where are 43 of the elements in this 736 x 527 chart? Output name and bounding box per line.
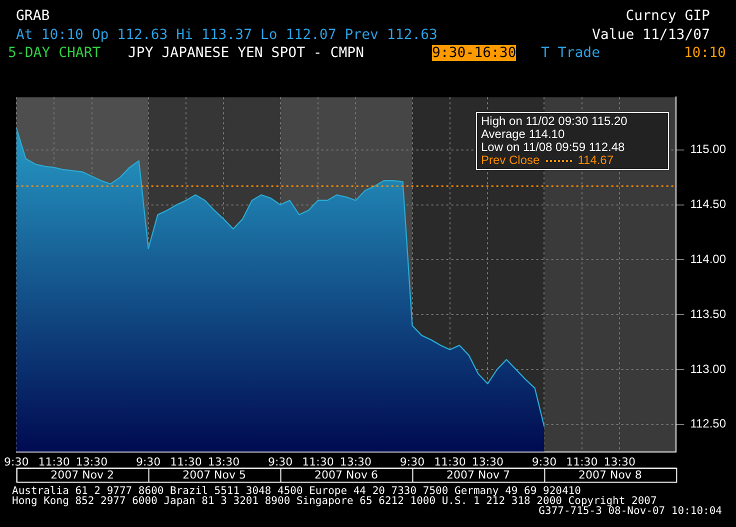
y-tick-label: 115.00 xyxy=(690,142,726,156)
x-tick-label: 9:30 xyxy=(532,455,557,468)
y-tick-label: 114.00 xyxy=(690,252,726,266)
y-tick-label: 114.50 xyxy=(690,197,726,212)
x-tick-label: 9:30 xyxy=(268,455,293,468)
text: 2007 Nov 7 xyxy=(446,468,510,482)
x-tick-label: 13:30 xyxy=(340,455,372,468)
text: Australia 61 2 9777 8600 Brazil 5511 3048 4500 Europe 44 20 7330 7500 Germany 49 69 920410 xyxy=(12,485,581,497)
chart-title: JPY JAPANESE YEN SPOT - CMPN xyxy=(128,45,364,61)
text: 2007 Nov 6 xyxy=(314,468,378,482)
text: Curncy GIP xyxy=(626,8,710,24)
x-tick-label: 11:30 xyxy=(302,455,334,468)
text: Hong Kong 852 2977 6000 Japan 81 3 3201 8900 Singapore 65 6212 1000 U.S. 1 212 318 2000 Copyright 2007 xyxy=(12,495,657,507)
text: 10:10 xyxy=(684,45,726,61)
x-tick-label: 13:30 xyxy=(472,455,504,468)
x-tick-label: 11:30 xyxy=(38,455,70,468)
annotation: Low on 11/08 09:59 112.48 xyxy=(481,140,626,154)
y-tick-label: 112.50 xyxy=(690,416,726,431)
x-tick-label: 11:30 xyxy=(434,455,466,468)
x-tick-label: 13:30 xyxy=(604,455,636,468)
text: T Trade xyxy=(541,45,600,61)
x-tick-label: 11:30 xyxy=(170,455,202,468)
text: Value 11/13/07 xyxy=(592,27,710,43)
x-tick-label: 9:30 xyxy=(4,455,29,468)
legend-label: Prev Close xyxy=(481,153,540,167)
text: G377-715-3 08-Nov-07 10:10:04 xyxy=(538,505,722,517)
y-tick-label: 113.50 xyxy=(690,306,726,321)
x-tick-label: 9:30 xyxy=(136,455,161,468)
annotation: Average 114.10 xyxy=(481,127,566,141)
annotation: High on 11/02 09:30 115.20 xyxy=(481,114,628,128)
x-tick-label: 13:30 xyxy=(76,455,108,468)
chart-subtitle: At 10:10 Op 112.63 Hi 113.37 Lo 112.07 Prev 112.63 xyxy=(16,27,438,43)
text: GRAB xyxy=(16,8,50,24)
x-tick-label: 13:30 xyxy=(208,455,240,468)
text: 2007 Nov 2 xyxy=(50,468,114,482)
text: 9:30-16:30 xyxy=(432,45,516,61)
text: 2007 Nov 8 xyxy=(578,468,642,482)
y-tick-label: 113.00 xyxy=(690,362,726,376)
text: 2007 Nov 5 xyxy=(182,468,246,482)
x-tick-label: 11:30 xyxy=(566,455,598,468)
x-tick-label: 9:30 xyxy=(400,455,425,468)
annotation: 114.67 xyxy=(578,153,614,167)
text: 5-DAY CHART xyxy=(8,45,101,61)
